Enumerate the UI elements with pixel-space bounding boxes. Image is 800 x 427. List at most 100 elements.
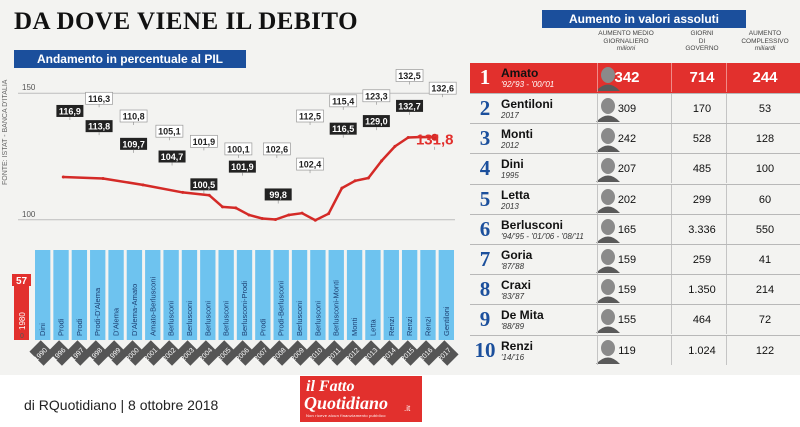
value-label: 132,7 bbox=[398, 101, 421, 111]
portrait-icon bbox=[580, 306, 622, 334]
bar-2005 bbox=[218, 250, 234, 340]
bar-name-label: Berlusconi bbox=[203, 301, 212, 336]
year-tag-bg bbox=[341, 340, 367, 366]
value-label: 116,3 bbox=[88, 94, 110, 104]
year-tag-bg bbox=[323, 340, 349, 366]
government-years: '87/'88 bbox=[501, 262, 525, 271]
value-label: 123,3 bbox=[365, 91, 388, 101]
value-label: 116,5 bbox=[332, 124, 354, 134]
year-tag-bg bbox=[378, 340, 404, 366]
bar-2004 bbox=[200, 250, 216, 340]
value-daily: 165 bbox=[617, 223, 637, 236]
value-label: 100,1 bbox=[227, 144, 250, 154]
rank-number: 7 bbox=[479, 247, 491, 271]
government-years: '92/'93 - '00/'01 bbox=[501, 80, 555, 89]
y-tick-label: 150 bbox=[22, 83, 36, 92]
data-point bbox=[101, 177, 105, 181]
fatto-quotidiano-logo[interactable]: il Fatto Quotidiano .it Non riceve alcun… bbox=[300, 376, 422, 422]
value-days: 528 bbox=[692, 133, 712, 146]
year-tag-bg bbox=[102, 340, 129, 366]
ranking-row: 8 Craxi '83/'87 159 1.350 214 bbox=[470, 274, 800, 305]
logo-line-2: Quotidiano bbox=[304, 393, 389, 413]
bar-name-label: Gentiloni bbox=[442, 306, 451, 336]
bar-1980-year: 1980 bbox=[18, 312, 27, 330]
rank-number: 5 bbox=[479, 186, 491, 211]
value-daily: 202 bbox=[617, 193, 637, 206]
portrait-icon bbox=[580, 125, 622, 153]
bar-1998 bbox=[90, 250, 106, 340]
column-divider bbox=[671, 305, 672, 335]
bar-1997 bbox=[71, 250, 88, 340]
data-point bbox=[327, 212, 331, 216]
value-label-bg bbox=[228, 160, 256, 173]
value-total: 53 bbox=[758, 103, 772, 115]
year-tag-bg bbox=[396, 340, 422, 366]
column-divider bbox=[726, 275, 727, 305]
value-total: 128 bbox=[755, 133, 775, 146]
infographic: DA DOVE VIENE IL DEBITO Andamento in per… bbox=[0, 0, 800, 375]
politician-name: Berlusconi bbox=[501, 217, 564, 232]
value-daily: 207 bbox=[617, 163, 637, 176]
bar-name-label: Berlusconi-Prodi bbox=[240, 281, 249, 336]
column-divider bbox=[671, 214, 672, 244]
politician-name: Dini bbox=[501, 157, 524, 172]
value-daily: 159 bbox=[617, 284, 637, 297]
value-label: 110,8 bbox=[123, 112, 145, 122]
column-divider bbox=[726, 124, 727, 154]
value-days: 464 bbox=[692, 314, 712, 327]
value-days: 485 bbox=[692, 163, 712, 176]
bar-name-label: Berlusconi bbox=[185, 301, 194, 336]
column-divider bbox=[726, 63, 727, 92]
bar-name-label: D'Alema-Amato bbox=[130, 284, 139, 336]
bar-2013 bbox=[365, 250, 381, 340]
ranking-row: 5 Letta 2013 202 299 60 bbox=[470, 183, 800, 214]
value-daily: 155 bbox=[617, 314, 637, 327]
bar-1980-label-bg bbox=[12, 274, 31, 286]
end-point bbox=[431, 133, 439, 141]
bar-name-label: Berlusconi bbox=[167, 301, 176, 336]
data-point bbox=[207, 193, 211, 197]
data-point bbox=[61, 175, 65, 179]
year-tag-bg bbox=[267, 340, 294, 366]
government-years: '14/'16 bbox=[501, 352, 525, 362]
column-divider bbox=[597, 124, 598, 154]
year-tag-bg bbox=[176, 340, 202, 366]
col-header-daily-l3: milioni bbox=[616, 45, 636, 52]
value-label-bg bbox=[264, 188, 292, 201]
column-divider bbox=[597, 245, 598, 274]
year-tag-bg bbox=[194, 340, 221, 366]
data-point bbox=[141, 183, 145, 187]
column-divider bbox=[726, 154, 727, 184]
value-label-bg bbox=[158, 150, 186, 163]
ranking-row: 7 Goria '87/'88 159 259 41 bbox=[470, 244, 800, 274]
debt-line bbox=[63, 135, 435, 222]
bar-name-label: Renzi bbox=[423, 316, 432, 336]
value-daily: 342 bbox=[614, 69, 640, 86]
logo-suffix: .it bbox=[404, 404, 411, 413]
value-label-bg bbox=[56, 104, 84, 117]
value-label: 131,8 bbox=[416, 131, 454, 148]
value-daily: 159 bbox=[617, 254, 637, 266]
column-divider bbox=[671, 184, 672, 214]
column-divider bbox=[726, 335, 727, 365]
column-divider bbox=[671, 154, 672, 184]
rank-number: 6 bbox=[479, 216, 491, 241]
portrait-icon bbox=[580, 276, 622, 304]
bar-name-label: Prodi bbox=[57, 318, 66, 336]
footer: di RQuotidiano | 8 ottobre 2018 il Fatto… bbox=[0, 375, 800, 427]
rank-number: 8 bbox=[479, 277, 491, 302]
year-tag-bg bbox=[286, 340, 312, 366]
column-divider bbox=[597, 63, 598, 92]
value-label: 132,5 bbox=[398, 71, 421, 81]
col-header-daily-l2: GIORNALIERO bbox=[603, 37, 649, 45]
data-point bbox=[247, 213, 251, 217]
bar-2015 bbox=[401, 250, 418, 340]
bar-name-label: Dini bbox=[38, 323, 47, 336]
government-years: 2012 bbox=[501, 141, 519, 151]
bar-2000 bbox=[126, 250, 143, 340]
data-point bbox=[234, 206, 238, 210]
col-header-daily-l1: AUMENTO MEDIO bbox=[598, 30, 654, 37]
value-days: 714 bbox=[689, 69, 715, 86]
bar-name-label: Renzi bbox=[405, 316, 414, 336]
